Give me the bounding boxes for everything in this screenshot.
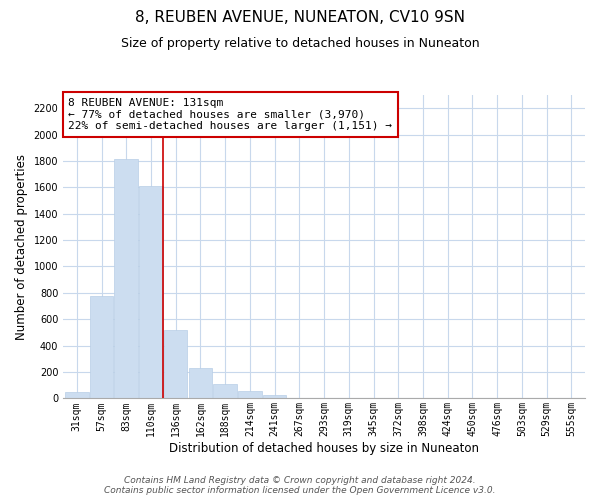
Text: Contains HM Land Registry data © Crown copyright and database right 2024.
Contai: Contains HM Land Registry data © Crown c… [104, 476, 496, 495]
Bar [238, 391, 262, 398]
Bar [164, 330, 187, 398]
Bar [115, 159, 138, 398]
Text: 8, REUBEN AVENUE, NUNEATON, CV10 9SN: 8, REUBEN AVENUE, NUNEATON, CV10 9SN [135, 10, 465, 25]
Text: 8 REUBEN AVENUE: 131sqm
← 77% of detached houses are smaller (3,970)
22% of semi: 8 REUBEN AVENUE: 131sqm ← 77% of detache… [68, 98, 392, 131]
Text: Size of property relative to detached houses in Nuneaton: Size of property relative to detached ho… [121, 38, 479, 51]
Bar [263, 395, 286, 398]
Bar [188, 368, 212, 398]
Bar [90, 296, 113, 398]
X-axis label: Distribution of detached houses by size in Nuneaton: Distribution of detached houses by size … [169, 442, 479, 455]
Y-axis label: Number of detached properties: Number of detached properties [15, 154, 28, 340]
Bar [214, 384, 237, 398]
Bar [65, 392, 89, 398]
Bar [139, 186, 163, 398]
